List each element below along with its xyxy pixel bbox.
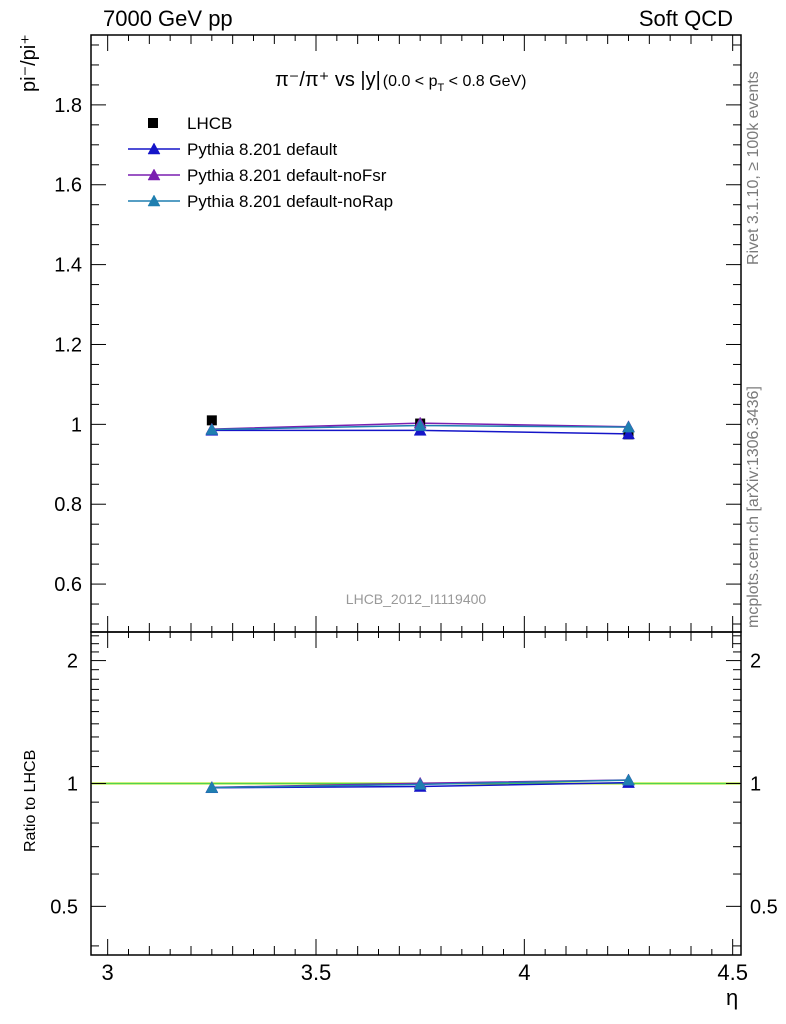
x-tick-label: 3 [102, 960, 114, 985]
plot-title: π⁻/π⁺ vs |y| (0.0 < pT < 0.8 GeV) [275, 69, 526, 94]
ratio-y-tick-label-left: 1 [67, 773, 78, 795]
legend-marker [148, 118, 158, 128]
ratio-y-tick-label-left: 0.5 [50, 896, 78, 918]
category-label: Soft QCD [638, 6, 733, 31]
ratio-point [413, 777, 427, 790]
legend-marker [147, 142, 161, 155]
x-tick-label: 3.5 [301, 960, 332, 985]
legend-entry-label: LHCB [187, 114, 232, 133]
ratio-series-group [205, 773, 635, 794]
mc-point [622, 427, 635, 440]
x-axis-ticks: 3 3.5 4 4.5 [102, 35, 748, 985]
main-y-tick-label: 1.6 [54, 175, 82, 197]
ratio-plot-panel: 0.5 0.5 1 1 2 2 3 3.5 4 4.5 [50, 35, 778, 985]
mc-point [413, 419, 427, 431]
mc-point [622, 420, 635, 433]
legend-entry-label: Pythia 8.201 default-noFsr [187, 166, 387, 185]
x-tick-label: 4 [518, 960, 530, 985]
legend-marker [147, 168, 161, 181]
x-tick-label: 4.5 [717, 960, 748, 985]
main-y-tick-label: 1 [71, 414, 82, 436]
legend: LHCB Pythia 8.201 default Pythia 8.201 def… [128, 114, 393, 211]
legend-marker [147, 194, 161, 207]
ratio-point [622, 773, 635, 786]
analysis-id-label: LHCB_2012_I1119400 [346, 591, 487, 607]
data-point-lhcb [206, 415, 217, 426]
ratio-frame [90, 631, 742, 956]
x-axis-label: η [726, 985, 739, 1010]
main-y-tick-label: 0.6 [54, 574, 82, 596]
ratio-y-tick-label-right: 0.5 [750, 896, 778, 918]
main-y-ticks: 0.6 0.8 1 1.2 1.4 1.6 1.8 [54, 44, 741, 625]
ratio-y-tick-label-left: 2 [67, 651, 78, 673]
main-y-tick-label: 0.8 [54, 494, 82, 516]
legend-entry-label: Pythia 8.201 default [187, 140, 338, 159]
collision-energy-label: 7000 GeV pp [103, 6, 233, 31]
legend-entry-label: Pythia 8.201 default-noRap [187, 192, 393, 211]
main-y-tick-label: 1.4 [54, 255, 82, 277]
ratio-y-tick-label-right: 1 [750, 773, 761, 795]
main-y-tick-label: 1.8 [54, 95, 82, 117]
ratio-y-tick-label-right: 2 [750, 651, 761, 673]
main-series-group [205, 415, 635, 440]
main-y-tick-label: 1.2 [54, 334, 82, 356]
ratio-point [205, 781, 219, 793]
mc-point [205, 423, 219, 435]
ratio-y-ticks: 0.5 0.5 1 1 2 2 [50, 635, 778, 947]
